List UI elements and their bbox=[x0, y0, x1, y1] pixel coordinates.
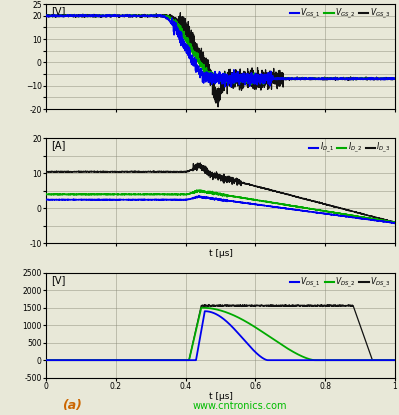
Text: [V]: [V] bbox=[51, 275, 65, 285]
Legend: $V_{DS\_1}$, $V_{DS\_2}$, $V_{DS\_3}$: $V_{DS\_1}$, $V_{DS\_2}$, $V_{DS\_3}$ bbox=[289, 274, 391, 290]
X-axis label: t [μs]: t [μs] bbox=[209, 249, 232, 258]
Legend: $V_{GS\_1}$, $V_{GS\_2}$, $V_{GS\_3}$: $V_{GS\_1}$, $V_{GS\_2}$, $V_{GS\_3}$ bbox=[289, 6, 391, 22]
X-axis label: t [μs]: t [μs] bbox=[209, 392, 232, 401]
Legend: $I_{D\_1}$, $I_{D\_2}$, $I_{D\_3}$: $I_{D\_1}$, $I_{D\_2}$, $I_{D\_3}$ bbox=[308, 140, 391, 156]
Text: [A]: [A] bbox=[51, 141, 65, 151]
Text: (a): (a) bbox=[62, 399, 82, 412]
Text: www.cntronics.com: www.cntronics.com bbox=[192, 401, 286, 411]
Text: [V]: [V] bbox=[51, 6, 65, 16]
